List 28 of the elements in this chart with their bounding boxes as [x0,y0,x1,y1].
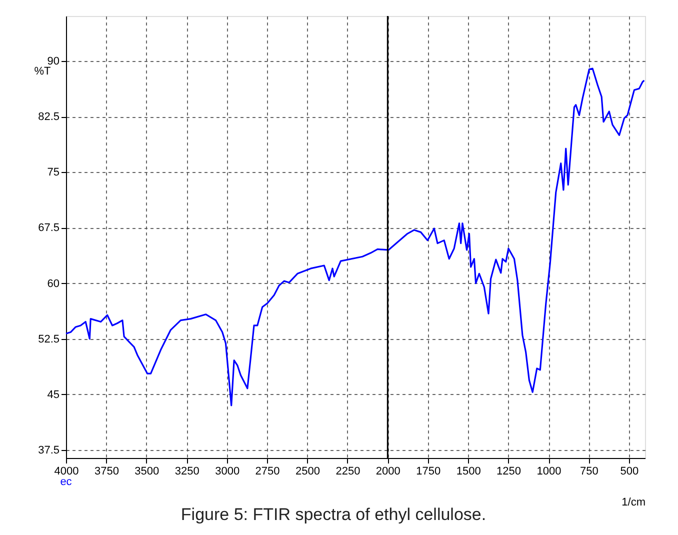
line-series [65,68,645,406]
y-tick-label: 52.5 [38,333,60,346]
y-tick-label: 37.5 [38,444,60,456]
y-axis-title: %T [34,66,52,78]
x-tick-label: 3250 [174,466,200,478]
x-tick-label: 1250 [496,466,522,478]
x-tick-label: 750 [580,466,598,478]
x-tick-label: 1750 [416,466,441,478]
x-tick-label: 3000 [215,466,240,478]
y-tick-label: 67.5 [38,222,60,234]
x-tick-label: 3750 [94,466,119,478]
x-tick-label: 1000 [536,466,562,478]
x-tick-label: 2000 [376,466,400,478]
x-axis-title: 1/cm [622,496,646,508]
x-tick-label: 500 [620,466,639,478]
text: Figure 5: FTIR spectra of ethyl cellulose. [180,505,486,524]
y-tick-label: 90 [47,56,60,68]
x-tick-label: 3500 [134,466,160,478]
x-tick-label: 2250 [336,466,360,478]
y-tick-label: 82.5 [38,111,60,124]
y-tick-label: 60 [47,278,60,290]
x-tick-label: 2750 [255,466,280,478]
y-tick-label: 45 [47,388,60,401]
text: ec [60,476,72,488]
x-tick-label: 1500 [456,466,481,478]
x-tick-label: 4000 [54,466,79,478]
x-tick-label: 2500 [296,466,320,478]
y-tick-label: 75 [47,166,60,179]
